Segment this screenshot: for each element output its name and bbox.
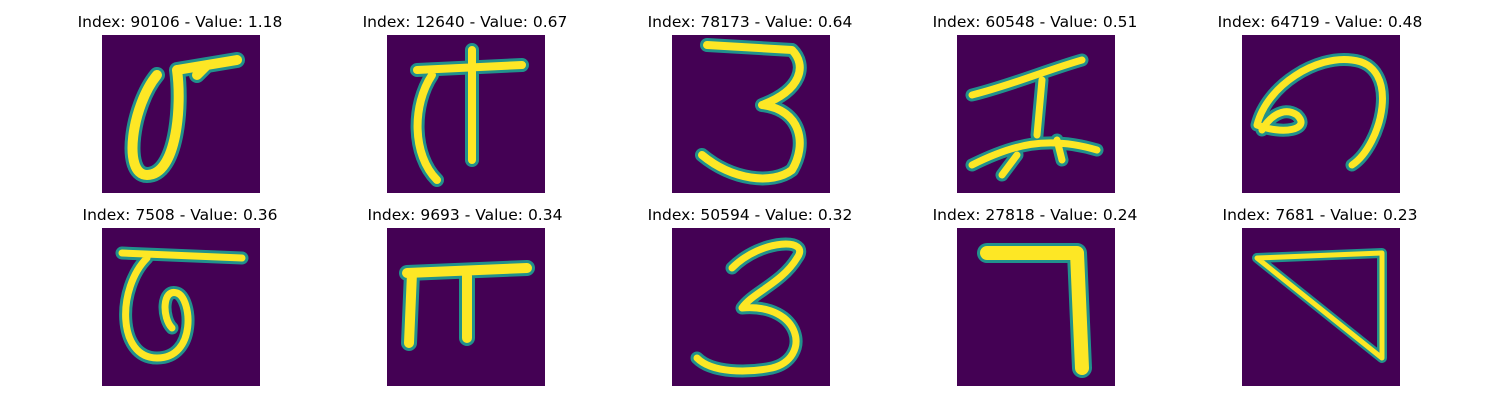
panel-title: Index: 78173 - Value: 0.64 bbox=[647, 13, 853, 31]
panel-title: Index: 90106 - Value: 1.18 bbox=[77, 13, 283, 31]
panel-title: Index: 27818 - Value: 0.24 bbox=[932, 206, 1138, 224]
digit-image bbox=[672, 35, 830, 193]
panel-title: Index: 12640 - Value: 0.67 bbox=[362, 13, 568, 31]
digit-image bbox=[387, 35, 545, 193]
digit-image bbox=[1242, 35, 1400, 193]
panel-title: Index: 7681 - Value: 0.23 bbox=[1222, 206, 1418, 224]
panel-title: Index: 60548 - Value: 0.51 bbox=[932, 13, 1138, 31]
digit-image bbox=[102, 228, 260, 386]
digit-image bbox=[672, 228, 830, 386]
panel-title: Index: 50594 - Value: 0.32 bbox=[647, 206, 853, 224]
digit-image bbox=[102, 35, 260, 193]
digit-image bbox=[1242, 228, 1400, 386]
panel-title: Index: 9693 - Value: 0.34 bbox=[367, 206, 563, 224]
panel-title: Index: 64719 - Value: 0.48 bbox=[1217, 13, 1423, 31]
digit-image bbox=[387, 228, 545, 386]
digit-image bbox=[957, 228, 1115, 386]
panel-title: Index: 7508 - Value: 0.36 bbox=[82, 206, 278, 224]
digit-image bbox=[957, 35, 1115, 193]
